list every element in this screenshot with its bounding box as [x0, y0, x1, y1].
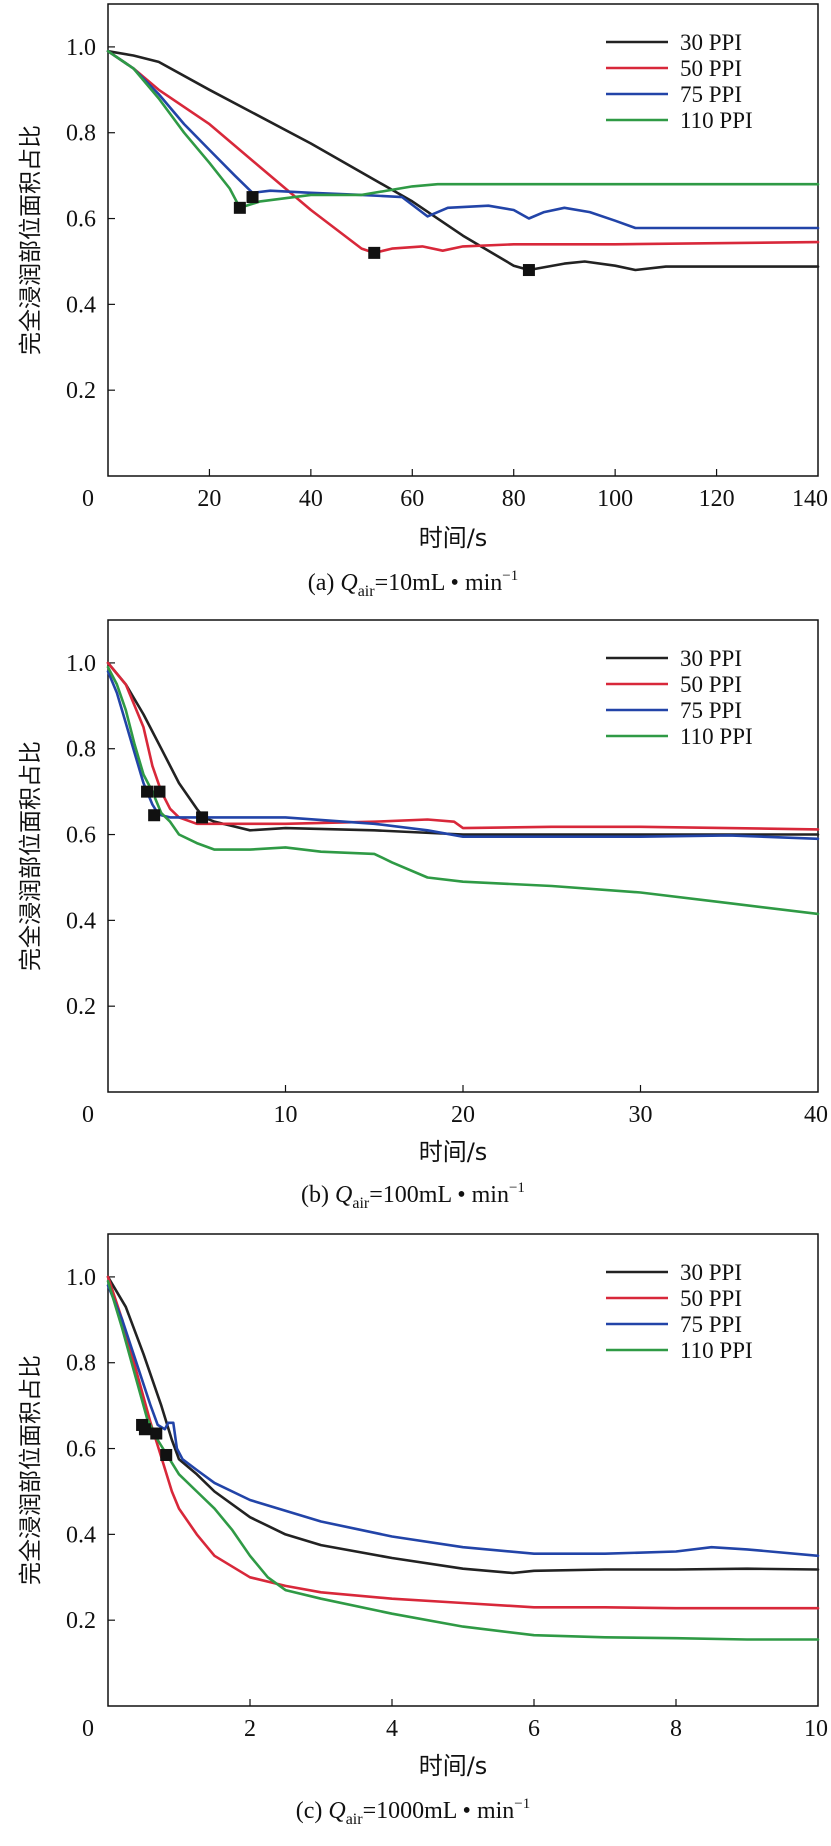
x-tick-label: 140 — [792, 486, 828, 512]
x-axis-title: 时间/s — [419, 1138, 488, 1166]
series-line-110-ppi — [106, 49, 820, 210]
x-tick-label: 60 — [400, 486, 424, 512]
x-tick-label: 2 — [244, 1716, 256, 1742]
x-tick-label: 20 — [197, 486, 221, 512]
x-tick-label: 30 — [629, 1102, 653, 1128]
plot-frame — [107, 1233, 819, 1707]
y-tick-label: 0.4 — [66, 908, 96, 934]
legend-label: 50 PPI — [680, 1286, 742, 1311]
caption-part: −1 — [502, 568, 518, 584]
x-tick-label: 0 — [82, 1102, 94, 1128]
legend-label: 50 PPI — [680, 672, 742, 697]
caption-part: Q — [340, 570, 357, 596]
series-line-50-ppi — [106, 661, 820, 831]
y-tick-label: 0.8 — [66, 121, 96, 147]
turning-point-marker — [141, 785, 154, 798]
caption-part: air — [352, 1195, 370, 1212]
x-tick-label: 0 — [82, 1716, 94, 1742]
legend-label: 110 PPI — [680, 724, 753, 749]
y-tick-label: 1.0 — [66, 651, 96, 677]
caption-part: −1 — [514, 1796, 530, 1812]
series-line-75-ppi — [106, 49, 820, 230]
x-tick-label: 100 — [597, 486, 633, 512]
series-line-75-ppi — [106, 1284, 820, 1558]
x-tick-label: 0 — [82, 486, 94, 512]
turning-point-marker — [233, 201, 246, 214]
x-axis-title: 时间/s — [419, 1752, 488, 1780]
series-line-110-ppi — [106, 665, 820, 916]
caption-part: (b) — [301, 1182, 335, 1208]
x-tick-label: 10 — [274, 1102, 298, 1128]
legend-label: 50 PPI — [680, 56, 742, 81]
chart-caption: (a) Qair=10mL • min−1 — [308, 568, 519, 600]
turning-point-marker — [150, 1427, 163, 1440]
chart-caption: (c) Qair=1000mL • min−1 — [296, 1796, 531, 1828]
legend-label: 75 PPI — [680, 82, 742, 107]
y-tick-label: 0.6 — [66, 823, 96, 849]
y-axis-title: 完全浸润部位面积占比 — [18, 741, 44, 971]
plot-frame — [107, 3, 819, 477]
y-tick-label: 0.4 — [66, 1522, 96, 1548]
x-tick-label: 10 — [804, 1716, 828, 1742]
y-tick-label: 0.2 — [66, 994, 96, 1020]
chart-caption: (b) Qair=100mL • min−1 — [301, 1180, 525, 1212]
caption-part: (a) — [308, 570, 341, 596]
x-tick-label: 120 — [699, 486, 735, 512]
turning-point-marker — [196, 811, 209, 824]
series-line-30-ppi — [106, 661, 820, 836]
legend-label: 30 PPI — [680, 646, 742, 671]
x-tick-label: 6 — [528, 1716, 540, 1742]
turning-point-marker — [522, 264, 535, 277]
y-tick-label: 0.6 — [66, 1437, 96, 1463]
y-tick-label: 0.8 — [66, 1351, 96, 1377]
y-axis-title: 完全浸润部位面积占比 — [18, 1355, 44, 1585]
y-tick-label: 1.0 — [66, 1265, 96, 1291]
caption-part: (c) — [296, 1798, 329, 1824]
legend-label: 75 PPI — [680, 1312, 742, 1337]
y-axis-title: 完全浸润部位面积占比 — [18, 125, 44, 355]
x-tick-label: 8 — [670, 1716, 682, 1742]
x-tick-label: 40 — [299, 486, 323, 512]
caption-part: −1 — [509, 1180, 525, 1196]
turning-point-marker — [160, 1448, 173, 1461]
turning-point-marker — [368, 246, 381, 259]
turning-point-marker — [246, 191, 259, 204]
y-tick-label: 0.2 — [66, 378, 96, 404]
turning-point-marker — [138, 1423, 151, 1436]
x-tick-label: 4 — [386, 1716, 398, 1742]
caption-part: air — [346, 1811, 364, 1828]
caption-part: =10mL • min — [375, 570, 503, 596]
series-line-30-ppi — [106, 49, 820, 272]
legend-label: 110 PPI — [680, 1338, 753, 1363]
caption-part: Q — [328, 1798, 345, 1824]
caption-part: air — [358, 583, 376, 600]
chart-1: 0 20 40 60 80 100 120 140 0.2 0.4 0.6 0.8 1.0 完全浸润部位面… — [18, 3, 828, 600]
x-tick-label: 80 — [502, 486, 526, 512]
y-tick-label: 0.2 — [66, 1608, 96, 1634]
x-tick-label: 40 — [804, 1102, 828, 1128]
legend-label: 30 PPI — [680, 30, 742, 55]
legend-label: 30 PPI — [680, 1260, 742, 1285]
caption-part: Q — [335, 1182, 352, 1208]
x-tick-label: 20 — [451, 1102, 475, 1128]
turning-point-marker — [148, 809, 161, 822]
y-tick-label: 0.4 — [66, 292, 96, 318]
legend-label: 75 PPI — [680, 698, 742, 723]
series-line-30-ppi — [106, 1275, 820, 1575]
y-tick-label: 0.6 — [66, 207, 96, 233]
series-line-75-ppi — [106, 670, 820, 841]
y-tick-label: 1.0 — [66, 35, 96, 61]
caption-part: =1000mL • min — [363, 1798, 515, 1824]
y-tick-label: 0.8 — [66, 737, 96, 763]
caption-part: =100mL • min — [369, 1182, 509, 1208]
x-axis-title: 时间/s — [419, 524, 488, 552]
turning-point-marker — [153, 785, 166, 798]
legend-label: 110 PPI — [680, 108, 753, 133]
